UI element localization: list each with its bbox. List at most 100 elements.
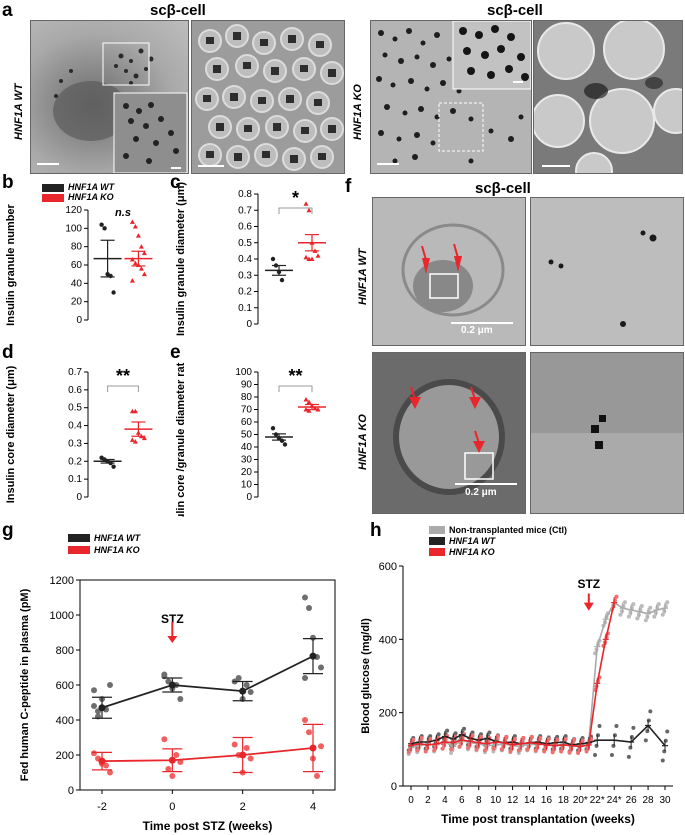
data-point xyxy=(586,745,591,750)
significance-bracket xyxy=(107,385,139,392)
y-axis-label: Insulin granule number xyxy=(5,203,17,325)
data-point xyxy=(306,605,312,611)
data-point xyxy=(631,602,636,607)
y-tick-label: 600 xyxy=(379,561,397,573)
data-point xyxy=(91,750,97,757)
x-tick-label: 16 xyxy=(541,795,553,806)
y-tick-label: 0.6 xyxy=(238,222,252,233)
data-point xyxy=(491,746,496,751)
data-point xyxy=(596,733,601,738)
legend-label-ko: HNF1A KO xyxy=(68,192,114,202)
panel-f-ko-rowlabel: HNF1A KO xyxy=(357,414,369,470)
legend-swatch-ko xyxy=(42,193,64,202)
legend-swatch xyxy=(68,534,90,542)
y-tick-label: 60 xyxy=(71,260,83,271)
legend-label-wt: HNF1A WT xyxy=(68,182,115,192)
data-point-ko xyxy=(129,278,135,283)
x-tick-label: -2 xyxy=(97,801,107,813)
data-point-ko xyxy=(135,233,141,238)
data-point xyxy=(577,747,582,752)
data-point xyxy=(247,689,254,695)
x-axis-label: Time post STZ (weeks) xyxy=(143,819,273,833)
y-axis-label: Insulin core diameter (μm) xyxy=(5,365,17,503)
data-point-ko xyxy=(303,397,309,402)
data-point-ko xyxy=(306,408,312,413)
y-tick-label: 0.1 xyxy=(238,303,252,314)
x-tick-label: 20* xyxy=(573,795,588,806)
em-ko-overview-texture xyxy=(376,21,531,164)
data-point xyxy=(314,773,320,779)
data-point xyxy=(425,745,430,750)
data-point xyxy=(436,732,441,737)
series-line xyxy=(410,602,615,748)
em-f-ko-zoom-image xyxy=(530,352,684,514)
y-tick-label: 0.7 xyxy=(68,367,82,378)
data-point xyxy=(652,614,657,619)
y-tick-label: 40 xyxy=(71,278,83,289)
scale-bar xyxy=(198,165,224,167)
y-tick-label: 10 xyxy=(241,480,253,491)
x-tick-label: 22* xyxy=(590,795,605,806)
y-tick-label: 0 xyxy=(68,785,74,797)
em-f-wt-image: 0.2 μm xyxy=(372,197,526,346)
scale-bar xyxy=(171,167,181,169)
data-point-ko xyxy=(141,250,147,256)
data-point xyxy=(614,594,619,599)
legend-label: HNF1A KO xyxy=(449,547,495,557)
data-point xyxy=(173,752,180,758)
data-point xyxy=(529,734,534,739)
data-point xyxy=(546,737,551,742)
legend-label: HNF1A WT xyxy=(449,536,497,546)
panel-a-right-title: scβ-cell xyxy=(487,2,543,19)
x-tick-label: 12 xyxy=(507,795,519,806)
data-point xyxy=(478,734,483,739)
significance-bracket xyxy=(278,207,313,214)
data-point xyxy=(611,743,616,748)
data-point xyxy=(302,675,308,681)
data-point xyxy=(580,738,585,743)
data-point xyxy=(560,745,565,750)
x-tick-label: 2 xyxy=(240,801,246,813)
panel-label-g: g xyxy=(2,520,14,541)
x-tick-label: 4 xyxy=(310,801,316,813)
data-point xyxy=(457,744,462,749)
data-point xyxy=(619,609,624,614)
data-point xyxy=(443,737,448,742)
x-tick-label: 4 xyxy=(442,795,448,806)
y-tick-label: 50 xyxy=(241,430,253,441)
data-point xyxy=(428,734,433,739)
data-point xyxy=(512,737,517,742)
y-tick-label: 0.3 xyxy=(68,438,82,449)
data-point xyxy=(618,612,623,617)
data-point xyxy=(487,730,492,735)
data-point-wt xyxy=(102,226,107,231)
data-point xyxy=(567,750,572,755)
data-point-ko xyxy=(303,201,309,206)
scale-bar xyxy=(37,163,59,165)
data-point xyxy=(449,751,454,755)
y-tick-label: 80 xyxy=(71,242,83,253)
y-tick-label: 200 xyxy=(379,708,397,720)
x-tick-label: 26 xyxy=(626,795,638,806)
data-point xyxy=(521,735,526,740)
x-tick-label: 30 xyxy=(659,795,671,806)
data-point xyxy=(318,743,324,750)
x-tick-label: 8 xyxy=(476,795,482,806)
significance-label: * xyxy=(292,188,299,208)
em-wt-overview-image xyxy=(30,20,189,174)
data-point-ko xyxy=(132,439,138,444)
data-point xyxy=(662,749,667,754)
scale-bar xyxy=(542,165,570,167)
em-f-wt-zoom-texture xyxy=(548,230,657,327)
x-tick-label: 10 xyxy=(490,795,502,806)
data-point xyxy=(453,731,458,736)
x-tick-label: 0 xyxy=(169,801,175,813)
data-point-wt xyxy=(270,426,276,431)
data-point xyxy=(302,717,308,723)
y-tick-label: 0 xyxy=(246,492,252,503)
em-f-ko-zoom-texture xyxy=(531,353,683,449)
em-f-wt-texture xyxy=(401,223,505,317)
data-point xyxy=(470,730,475,735)
data-point-wt xyxy=(279,438,285,443)
data-point xyxy=(533,748,538,753)
